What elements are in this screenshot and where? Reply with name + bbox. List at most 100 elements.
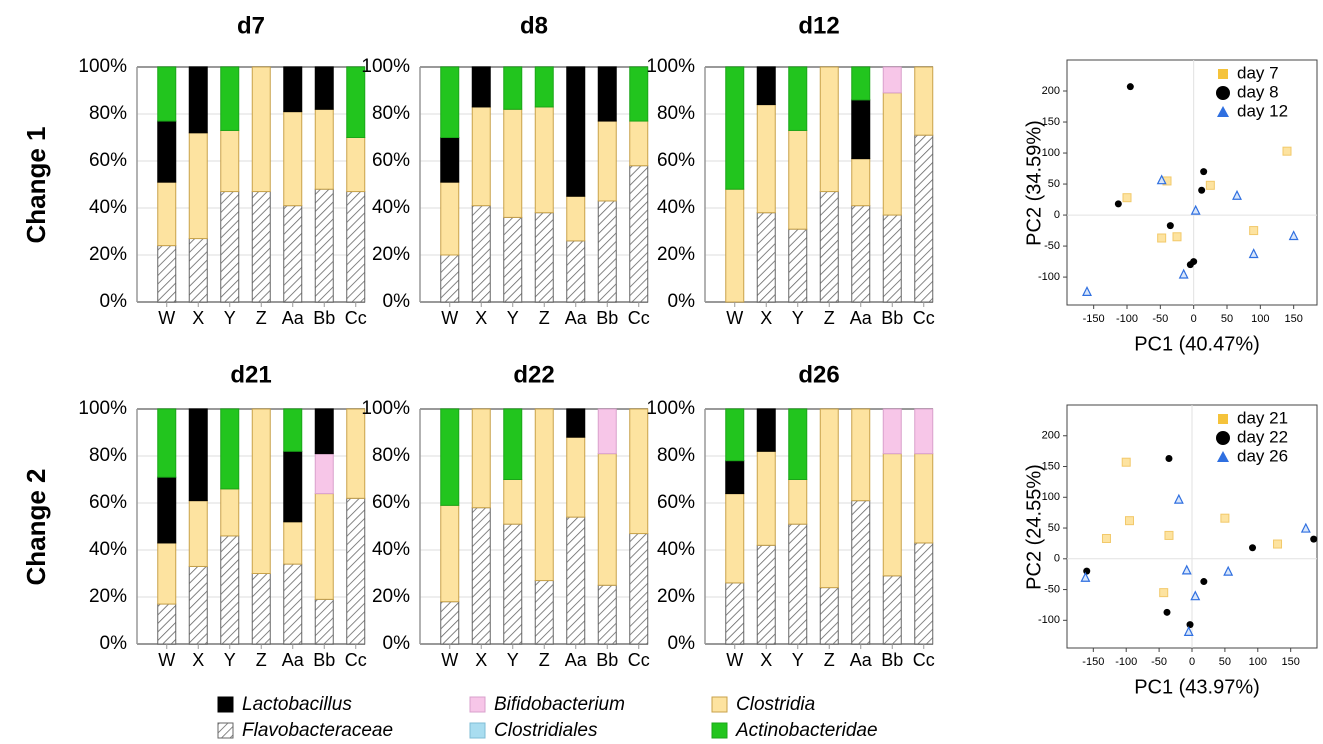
y-tick-label: 0%: [383, 633, 411, 654]
y-tick-label: 80%: [89, 103, 127, 124]
bar-segment-flavobacteraceae: [503, 523, 523, 645]
bar-segment-lactobacillus: [314, 408, 334, 455]
bar-segment-clostridia: [440, 181, 460, 256]
bar-segment-clostridia: [788, 129, 808, 230]
pca-point-circle: [1114, 200, 1122, 208]
bar-segment-clostridia: [503, 108, 523, 218]
bar-segment-clostridia: [851, 158, 871, 207]
y-tick-label: 0%: [100, 633, 128, 654]
pca-y-axis-label: PC2 (24.55%): [1023, 464, 1045, 590]
panel-title: d7: [237, 12, 265, 39]
bar-segment-clostridia: [566, 436, 586, 518]
pca-point-square: [1273, 539, 1283, 549]
pca-point-circle: [1083, 567, 1091, 575]
x-tick-label: Bb: [881, 308, 903, 328]
bar-segment-actinobacteridae: [157, 66, 177, 122]
bar-segment-clostridia: [471, 408, 491, 509]
y-tick-label: 40%: [372, 539, 410, 560]
x-tick-label: Y: [792, 650, 804, 670]
pca-point-triangle: [1300, 522, 1311, 533]
bar-segment-flavobacteraceae: [597, 584, 617, 645]
y-tick-label: 0%: [100, 291, 128, 312]
panel-title: d22: [513, 361, 554, 388]
x-tick-label: Bb: [313, 308, 335, 328]
pca-point-square: [1122, 193, 1132, 203]
x-tick-label: W: [158, 308, 175, 328]
pca-frame: [1066, 59, 1318, 306]
y-tick-label: 50: [1048, 522, 1060, 534]
y-tick-label: 80%: [372, 445, 410, 466]
pca-point-square: [1159, 588, 1169, 598]
bar-segment-bifidobacterium: [882, 408, 902, 455]
bar-segment-flavobacteraceae: [346, 497, 366, 645]
x-tick-label: Cc: [913, 308, 935, 328]
bar-segment-flavobacteraceae: [440, 254, 460, 303]
bar-segment-flavobacteraceae: [440, 601, 460, 645]
charts-layer: d70%20%40%60%80%100%W X Y Z Aa Bb Ccd80%20%40%…: [78, 12, 1318, 698]
bar-segment-lactobacillus: [440, 137, 460, 183]
x-tick-label: Cc: [913, 650, 935, 670]
x-tick-label: -50: [1152, 313, 1168, 325]
pca-point-square: [1220, 513, 1230, 523]
y-tick-label: 100: [1042, 147, 1060, 159]
bar-segment-flavobacteraceae: [314, 598, 334, 645]
x-tick-label: Bb: [313, 650, 335, 670]
pca-point-triangle: [1080, 571, 1091, 582]
bar-segment-flavobacteraceae: [251, 191, 271, 303]
pca-legend-marker-square: [1218, 414, 1228, 424]
pca-legend-marker-triangle: [1217, 106, 1229, 117]
bar-segment-flavobacteraceae: [629, 533, 649, 645]
y-tick-label: 60%: [657, 150, 695, 171]
pca-point-triangle: [1248, 248, 1259, 259]
x-tick-label: Z: [824, 650, 835, 670]
legend: Lactobacillus Flavobacteraceae Bifidobacte…: [217, 694, 878, 741]
pca-legend-label: day 21: [1237, 408, 1288, 427]
bar-segment-flavobacteraceae: [534, 212, 554, 303]
bar-segment-clostridia: [157, 181, 177, 247]
x-tick-label: 100: [1249, 656, 1267, 668]
bar-segment-clostridia: [725, 188, 745, 303]
x-tick-label: Bb: [596, 650, 618, 670]
y-tick-label: 50: [1048, 178, 1060, 190]
pca-legend-label: day 22: [1237, 427, 1288, 446]
bar-segment-clostridia: [597, 120, 617, 202]
bar-segment-lactobacillus: [283, 66, 303, 113]
bar-segment-flavobacteraceae: [914, 134, 934, 303]
y-tick-label: 100%: [78, 398, 127, 419]
bar-segment-clostridia: [283, 521, 303, 565]
legend-swatch-lactobacillus: [217, 696, 234, 713]
bar-segment-clostridia: [756, 104, 776, 214]
y-tick-label: 100%: [361, 56, 410, 77]
bar-segment-lactobacillus: [471, 66, 491, 108]
y-tick-label: 100%: [78, 56, 127, 77]
bar-segment-clostridia: [629, 408, 649, 535]
x-tick-label: Y: [224, 650, 236, 670]
x-tick-label: -150: [1083, 313, 1105, 325]
x-tick-label: X: [475, 308, 487, 328]
x-tick-label: Aa: [282, 308, 305, 328]
x-tick-label: Aa: [565, 650, 588, 670]
bar-segment-actinobacteridae: [440, 66, 460, 138]
bar-segment-clostridia: [346, 408, 366, 499]
bar-segment-clostridia: [882, 453, 902, 577]
bar-segment-clostridia: [440, 504, 460, 603]
pca-point-triangle: [1223, 565, 1234, 576]
bar-segment-clostridia: [471, 106, 491, 207]
bar-segment-clostridia: [220, 129, 240, 193]
bar-segment-actinobacteridae: [220, 66, 240, 131]
legend-swatch-actinobacteridae: [711, 722, 728, 739]
legend-swatch-clostridiales: [469, 722, 486, 739]
bar-segment-actinobacteridae: [503, 66, 523, 110]
bar-segment-flavobacteraceae: [629, 165, 649, 303]
bar-segment-lactobacillus: [188, 408, 208, 502]
pca-point-square: [1249, 226, 1259, 236]
pca-point-triangle: [1173, 493, 1184, 504]
bar-segment-clostridia: [503, 479, 523, 525]
bar-segment-flavobacteraceae: [756, 212, 776, 303]
pca-point-square: [1125, 516, 1134, 526]
bar-segment-flavobacteraceae: [220, 535, 240, 645]
x-tick-label: Z: [539, 308, 550, 328]
bar-segment-lactobacillus: [283, 450, 303, 523]
bar-segment-flavobacteraceae: [534, 580, 554, 645]
